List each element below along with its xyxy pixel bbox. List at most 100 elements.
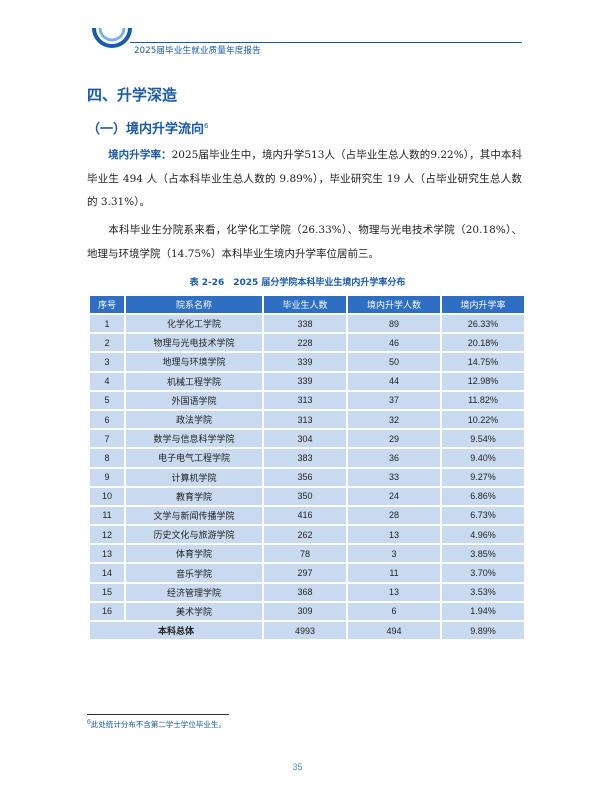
cell-enrolled: 46 xyxy=(348,334,440,352)
cell-graduates: 228 xyxy=(264,334,346,352)
cell-index: 3 xyxy=(90,353,124,371)
table-row: 6 政法学院 313 32 10.22% xyxy=(90,410,524,429)
cell-graduates: 356 xyxy=(264,468,346,486)
cell-college: 物理与光电技术学院 xyxy=(126,334,262,352)
cell-enrolled: 32 xyxy=(348,410,440,429)
cell-rate: 1.94% xyxy=(442,602,524,620)
table-row: 5 外国语学院 313 37 11.82% xyxy=(90,391,524,409)
table-row: 13 体育学院 78 3 3.85% xyxy=(90,545,524,563)
report-logo-icon xyxy=(92,27,132,48)
cell-enrolled: 33 xyxy=(348,468,440,486)
total-graduates: 4993 xyxy=(264,622,346,640)
cell-rate: 10.22% xyxy=(442,410,524,429)
cell-index: 10 xyxy=(90,487,124,505)
table-row: 8 电子电气工程学院 383 36 9.40% xyxy=(90,449,524,467)
cell-index: 12 xyxy=(90,526,124,544)
cell-rate: 20.18% xyxy=(442,334,524,352)
page-number: 35 xyxy=(292,762,303,772)
cell-index: 7 xyxy=(90,430,124,448)
cell-rate: 6.73% xyxy=(442,506,524,525)
cell-college: 地理与环境学院 xyxy=(126,353,262,371)
subsection-title-text: （一）境内升学流向 xyxy=(87,122,205,137)
header-cell-enrolled: 境内升学人数 xyxy=(348,296,440,313)
cell-college: 外国语学院 xyxy=(126,391,262,409)
cell-graduates: 313 xyxy=(264,410,346,429)
header-cell-rate: 境内升学率 xyxy=(442,296,524,313)
cell-graduates: 416 xyxy=(264,506,346,525)
cell-college: 计算机学院 xyxy=(126,468,262,486)
paragraph-lead: 境内升学率： xyxy=(108,149,172,161)
table-caption: 表 2-26 2025 届分学院本科毕业生境内升学率分布 xyxy=(189,278,406,288)
table-row: 16 美术学院 309 6 1.94% xyxy=(90,602,524,620)
cell-college: 政法学院 xyxy=(126,410,262,429)
cell-college: 教育学院 xyxy=(126,487,262,505)
table-row: 15 经济管理学院 368 13 3.53% xyxy=(90,583,524,601)
table-row: 10 教育学院 350 24 6.86% xyxy=(90,487,524,505)
cell-rate: 14.75% xyxy=(442,353,524,371)
cell-index: 15 xyxy=(90,583,124,601)
cell-college: 化学化工学院 xyxy=(126,315,262,333)
table-header-row: 序号 院系名称 毕业生人数 境内升学人数 境内升学率 xyxy=(90,296,524,313)
cell-rate: 3.53% xyxy=(442,583,524,601)
cell-rate: 3.70% xyxy=(442,564,524,582)
cell-index: 8 xyxy=(90,449,124,467)
cell-enrolled: 24 xyxy=(348,487,440,505)
cell-college: 数学与信息科学学院 xyxy=(126,430,262,448)
table-row: 7 数学与信息科学学院 304 29 9.54% xyxy=(90,430,524,448)
paragraph-body: 2025届毕业生中，境内升学513人（占毕业生总人数的9.22%），其中本科毕业… xyxy=(87,149,522,208)
cell-graduates: 262 xyxy=(264,526,346,544)
cell-rate: 4.96% xyxy=(442,526,524,544)
cell-college: 文学与新闻传播学院 xyxy=(126,506,262,525)
total-enrolled: 494 xyxy=(348,622,440,640)
paragraph-by-college-text: 本科毕业生分院系来看，化学化工学院（26.33%）、物理与光电技术学院（20.1… xyxy=(87,224,522,260)
total-label: 本科总体 xyxy=(90,622,262,640)
footnote-rule xyxy=(87,714,229,715)
cell-index: 16 xyxy=(90,602,124,620)
cell-graduates: 368 xyxy=(264,583,346,601)
paragraph-by-college: 本科毕业生分院系来看，化学化工学院（26.33%）、物理与光电技术学院（20.1… xyxy=(87,219,522,266)
cell-rate: 6.86% xyxy=(442,487,524,505)
cell-enrolled: 89 xyxy=(348,315,440,333)
cell-college: 音乐学院 xyxy=(126,564,262,582)
header-cell-graduates: 毕业生人数 xyxy=(264,296,346,313)
table-row: 11 文学与新闻传播学院 416 28 6.73% xyxy=(90,506,524,525)
cell-index: 2 xyxy=(90,334,124,352)
cell-college: 经济管理学院 xyxy=(126,583,262,601)
cell-index: 6 xyxy=(90,410,124,429)
footnote-ref[interactable]: 6 xyxy=(204,122,209,130)
cell-college: 体育学院 xyxy=(126,545,262,563)
cell-college: 电子电气工程学院 xyxy=(126,449,262,467)
table-row: 1 化学化工学院 338 89 26.33% xyxy=(90,315,524,333)
cell-enrolled: 37 xyxy=(348,391,440,409)
section-title: 四、升学深造 xyxy=(87,86,178,104)
total-rate: 9.89% xyxy=(442,622,524,640)
cell-index: 14 xyxy=(90,564,124,582)
table-row: 2 物理与光电技术学院 228 46 20.18% xyxy=(90,334,524,352)
cell-college: 美术学院 xyxy=(126,602,262,620)
enrollment-table: 序号 院系名称 毕业生人数 境内升学人数 境内升学率 1 化学化工学院 338 89 2… xyxy=(88,294,526,641)
cell-enrolled: 3 xyxy=(348,545,440,563)
cell-rate: 9.54% xyxy=(442,430,524,448)
cell-college: 历史文化与旅游学院 xyxy=(126,526,262,544)
cell-enrolled: 13 xyxy=(348,583,440,601)
cell-graduates: 339 xyxy=(264,372,346,390)
cell-graduates: 313 xyxy=(264,391,346,409)
cell-college: 机械工程学院 xyxy=(126,372,262,390)
cell-enrolled: 50 xyxy=(348,353,440,371)
cell-rate: 26.33% xyxy=(442,315,524,333)
cell-rate: 3.85% xyxy=(442,545,524,563)
cell-index: 11 xyxy=(90,506,124,525)
cell-enrolled: 6 xyxy=(348,602,440,620)
cell-graduates: 338 xyxy=(264,315,346,333)
cell-enrolled: 13 xyxy=(348,526,440,544)
cell-enrolled: 11 xyxy=(348,564,440,582)
header-rule xyxy=(130,42,522,43)
table-row: 3 地理与环境学院 339 50 14.75% xyxy=(90,353,524,371)
cell-enrolled: 36 xyxy=(348,449,440,467)
cell-rate: 12.98% xyxy=(442,372,524,390)
table-row: 9 计算机学院 356 33 9.27% xyxy=(90,468,524,486)
cell-graduates: 309 xyxy=(264,602,346,620)
cell-graduates: 297 xyxy=(264,564,346,582)
cell-rate: 9.40% xyxy=(442,449,524,467)
cell-graduates: 304 xyxy=(264,430,346,448)
